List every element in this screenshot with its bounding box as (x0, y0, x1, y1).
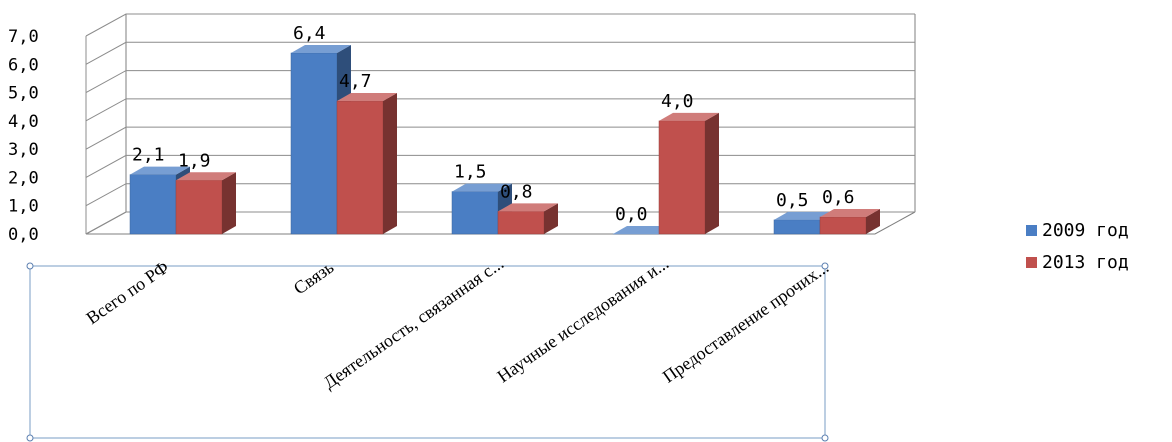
category-label: Связь (290, 257, 337, 299)
gridline (85, 211, 915, 235)
gridline (85, 154, 915, 178)
y-tick-label: 3,0 (8, 140, 39, 160)
category-label: Предоставление прочих... (659, 257, 832, 387)
bar-top (498, 203, 558, 212)
data-label: 4,0 (661, 91, 694, 112)
bar-side (866, 209, 880, 234)
category-label: Всего по РФ (82, 257, 172, 328)
category-axis-box (29, 265, 826, 439)
legend-label: 2009 год (1042, 220, 1129, 241)
bar (497, 203, 558, 235)
bar-side (544, 203, 558, 234)
gridline (85, 13, 915, 37)
y-tick-label: 4,0 (8, 112, 39, 132)
selection-handle (821, 262, 829, 270)
data-label: 1,5 (454, 162, 487, 183)
legend-label: 2013 год (1042, 252, 1129, 273)
gridlines (85, 13, 915, 235)
bar-top (176, 172, 236, 181)
data-label: 1,9 (178, 150, 211, 171)
bar-front (773, 219, 821, 235)
gridline (85, 41, 915, 65)
bar-side (222, 172, 236, 234)
bar-front (290, 52, 338, 235)
gridline (85, 183, 915, 207)
bar-top (337, 93, 397, 102)
legend-swatch (1026, 225, 1037, 236)
bar (658, 112, 719, 235)
y-axis: 0,0 1,0 2,0 3,0 4,0 5,0 6,0 7,0 (8, 27, 39, 245)
data-label: 0,0 (615, 204, 648, 225)
bar (451, 183, 512, 235)
gridline (85, 126, 915, 150)
y-tick-label: 6,0 (8, 55, 39, 75)
category-label: Деятельность, связанная с... (320, 253, 508, 393)
bar-top (613, 226, 673, 234)
data-label: 6,4 (293, 23, 326, 44)
bar-side (705, 112, 719, 234)
y-tick-label: 1,0 (8, 197, 39, 217)
bar (773, 211, 834, 235)
data-label: 0,6 (822, 187, 855, 208)
selection-handle (26, 434, 34, 442)
bar-front (129, 174, 177, 235)
bar-front (658, 120, 706, 235)
bar-top (659, 112, 719, 121)
bar-front (497, 211, 545, 235)
bar (336, 93, 397, 235)
data-label: 0,8 (500, 181, 533, 202)
data-labels: 2,1 6,4 1,5 0,0 0,5 1,9 4,7 0,8 4,0 0,6 (132, 23, 855, 225)
bar-side (383, 93, 397, 234)
selection-handle (26, 262, 34, 270)
data-label: 4,7 (339, 71, 372, 92)
bar-front (175, 180, 223, 235)
y-tick-label: 0,0 (8, 225, 39, 245)
bar-front (819, 216, 867, 235)
legend-item: 2013 год (1026, 252, 1129, 273)
bar-front (451, 191, 499, 235)
category-label: Научные исследования и... (493, 253, 672, 387)
selection-handle (821, 434, 829, 442)
legend: 2009 год 2013 год (1026, 220, 1129, 273)
legend-swatch (1026, 257, 1037, 268)
gridline (85, 98, 915, 122)
bar (175, 172, 236, 235)
bar-top (452, 183, 512, 192)
y-tick-label: 7,0 (8, 27, 39, 47)
data-label: 2,1 (132, 145, 165, 166)
legend-item: 2009 год (1026, 220, 1129, 241)
data-label: 0,5 (776, 190, 809, 211)
bar-front (336, 100, 384, 235)
bar-top (820, 209, 880, 218)
bar-top (774, 211, 834, 220)
bar-top (291, 44, 351, 53)
gridline (85, 70, 915, 94)
y-tick-label: 2,0 (8, 168, 39, 188)
bars (129, 44, 880, 235)
bar (819, 209, 880, 235)
bar-top (130, 166, 190, 175)
y-tick-label: 5,0 (8, 84, 39, 104)
